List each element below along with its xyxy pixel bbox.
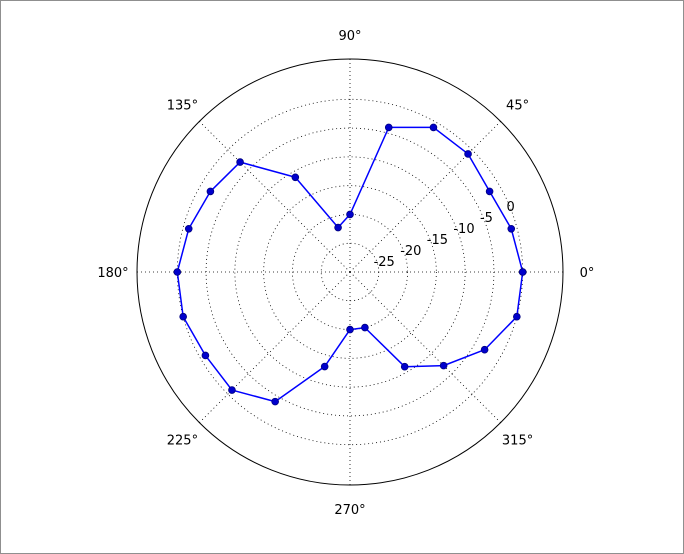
data-point-330 xyxy=(480,345,489,354)
polar-frame xyxy=(136,58,564,486)
theta-gridline-7 xyxy=(349,271,501,423)
data-point-285 xyxy=(361,323,369,332)
theta-tick-label-90: 90° xyxy=(338,29,361,44)
data-point-270 xyxy=(346,325,354,334)
data-point-75 xyxy=(384,123,393,132)
data-point-180 xyxy=(173,268,182,276)
data-point-255 xyxy=(320,362,329,371)
data-point-345 xyxy=(513,312,521,321)
r-tick-label-5: 0 xyxy=(507,200,515,215)
data-point-195 xyxy=(179,312,187,321)
r-gridline-3 xyxy=(234,156,466,388)
theta-gridline-3 xyxy=(199,121,351,273)
grid-layer xyxy=(137,59,563,485)
theta-tick-label-270: 270° xyxy=(334,503,365,518)
r-tick-label-3: -10 xyxy=(453,222,474,237)
series-layer xyxy=(173,123,527,406)
data-point-45 xyxy=(464,150,472,158)
r-gridline-1 xyxy=(292,214,408,330)
data-point-135 xyxy=(236,158,244,166)
data-point-150 xyxy=(206,187,215,196)
data-point-315 xyxy=(439,361,448,370)
r-tick-label-0: -25 xyxy=(374,255,395,270)
data-point-60 xyxy=(429,123,438,132)
theta-tick-label-135: 135° xyxy=(167,98,198,113)
r-tick-label-1: -20 xyxy=(400,244,421,259)
data-point-360 xyxy=(518,268,527,276)
data-point-15 xyxy=(507,224,516,233)
theta-tick-label-225: 225° xyxy=(167,434,198,449)
data-point-210 xyxy=(201,351,210,360)
data-point-165 xyxy=(184,224,193,233)
theta-tick-label-0: 0° xyxy=(580,266,595,281)
r-tick-label-4: -5 xyxy=(480,211,493,226)
data-point-300 xyxy=(400,362,409,371)
data-point-240 xyxy=(271,397,279,406)
r-gridline-4 xyxy=(205,127,495,417)
theta-gridline-1 xyxy=(349,121,501,273)
data-point-120 xyxy=(291,173,300,182)
r-tick-label-2: -15 xyxy=(427,233,448,248)
label-layer: 0° 45° 90° 135° 180° 225° 270° 315° -25 -20 -15 -10… xyxy=(97,29,594,518)
r-gridline-2 xyxy=(263,185,437,359)
data-point-90 xyxy=(346,210,354,219)
theta-tick-label-180: 180° xyxy=(97,266,128,281)
data-point-225 xyxy=(228,386,236,394)
frame-layer xyxy=(136,58,564,486)
theta-tick-label-45: 45° xyxy=(506,98,529,113)
theta-tick-label-315: 315° xyxy=(502,434,533,449)
data-point-30 xyxy=(485,187,494,196)
data-point-105 xyxy=(334,223,342,232)
